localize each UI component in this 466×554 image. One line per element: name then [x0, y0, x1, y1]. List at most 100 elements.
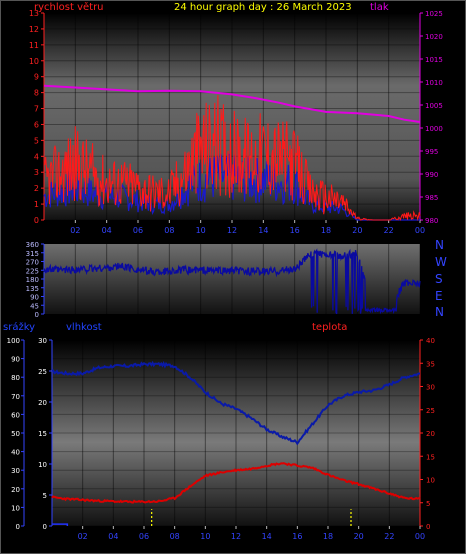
pressure-y-tick-label: 980	[425, 217, 438, 225]
wind-y-tick-label: 1	[34, 200, 39, 209]
wind-speed-line	[43, 95, 421, 222]
humidity-y-tick-label: 30	[38, 337, 47, 345]
temperature-y-tick-label: 25	[426, 407, 435, 415]
wind-y-tick-label: 2	[34, 184, 39, 193]
wind-x-tick-label: 00	[415, 226, 425, 235]
temperature-axis: 0 5 10 15 20 25 30 35 40	[419, 337, 435, 531]
wind-x-tick-label: 02	[70, 226, 80, 235]
rain-y-tick-label: 60	[11, 411, 20, 419]
temperature-y-tick-label: 40	[426, 337, 435, 345]
humidity-y-tick-label: 15	[38, 430, 47, 438]
temperature-y-tick-label: 15	[426, 453, 435, 461]
humidity-y-tick-label: 10	[38, 461, 47, 469]
wind-y-tick-label: 10	[29, 57, 39, 66]
temp-x-tick-label: 14	[262, 532, 272, 541]
pressure-y-tick-label: 1015	[425, 56, 443, 64]
temp-x-tick-label: 04	[108, 532, 118, 541]
rain-axis: 0 10 20 30 40 50 60 70 80 90 100	[7, 337, 25, 531]
humidity-y-tick-label: 0	[43, 523, 47, 531]
temp-x-tick-label: 00	[415, 532, 425, 541]
humidity-y-tick-label: 25	[38, 368, 47, 376]
wind-x-tick-label: 04	[102, 226, 112, 235]
wind-y-tick-label: 8	[34, 89, 39, 98]
temp-time-axis: 02 04 06 08 10 12 14 16 18 20 22 00	[78, 526, 425, 541]
temp-x-tick-label: 18	[323, 532, 333, 541]
wind-time-axis: 02 04 06 08 10 12 14 16 18 20 22 00	[70, 220, 425, 235]
wind-x-tick-label: 22	[384, 226, 394, 235]
rain-y-tick-label: 50	[11, 430, 20, 438]
rain-y-tick-label: 90	[11, 356, 20, 364]
temp-humidity-panel: 0 10 20 30 40 50 60 70 80 90 100 0 5 10 15 20 25 30 0 5 10…	[7, 337, 435, 541]
pressure-axis-title: tlak	[370, 2, 389, 13]
pressure-y-tick-label: 1000	[425, 125, 443, 133]
pressure-y-tick-label: 1010	[425, 79, 443, 87]
direction-letter-e: E	[435, 289, 443, 303]
wind-x-tick-label: 12	[227, 226, 237, 235]
temperature-axis-title: teplota	[312, 322, 347, 333]
direction-line	[43, 248, 421, 315]
temp-x-tick-label: 22	[384, 532, 394, 541]
rain-axis-title: srážky	[3, 321, 35, 333]
direction-y-tick-label: 135	[26, 285, 39, 293]
humidity-y-tick-label: 20	[38, 399, 47, 407]
wind-y-tick-label: 7	[34, 105, 39, 114]
wind-y-tick-label: 4	[34, 152, 39, 161]
pressure-line	[43, 84, 421, 123]
rain-y-tick-label: 10	[11, 504, 20, 512]
temperature-y-tick-label: 10	[426, 477, 435, 485]
direction-y-tick-label: 270	[26, 259, 39, 267]
direction-letter-w: W	[435, 255, 447, 269]
humidity-axis-title: vlhkost	[66, 322, 102, 333]
temp-x-tick-label: 10	[200, 532, 210, 541]
direction-y-tick-label: 225	[26, 267, 39, 275]
rain-y-tick-label: 40	[11, 449, 20, 457]
temp-x-tick-label: 06	[139, 532, 149, 541]
wind-y-tick-label: 5	[34, 136, 39, 145]
temp-x-tick-label: 20	[354, 532, 364, 541]
temperature-y-tick-label: 5	[426, 500, 430, 508]
direction-letter-n-bottom: N	[435, 305, 444, 319]
direction-y-tick-label: 180	[26, 276, 39, 284]
pressure-axis: 980 985 990 995 1000 1005 1010 1015 1020 1025	[419, 10, 443, 225]
direction-y-tick-label: 315	[26, 250, 39, 258]
temperature-y-tick-label: 20	[426, 430, 435, 438]
pressure-y-tick-label: 995	[425, 148, 438, 156]
wind-y-tick-label: 12	[29, 25, 39, 34]
direction-y-tick-label: 90	[30, 294, 39, 302]
rain-y-tick-label: 20	[11, 486, 20, 494]
wind-x-tick-label: 14	[258, 226, 268, 235]
rain-y-tick-label: 80	[11, 374, 20, 382]
wind-x-tick-label: 10	[196, 226, 206, 235]
humidity-line	[51, 360, 421, 446]
rain-line	[52, 523, 69, 526]
rain-y-tick-label: 30	[11, 467, 20, 475]
temperature-y-tick-label: 35	[426, 360, 435, 368]
chart-title: 24 hour graph day : 26 March 2023	[174, 2, 352, 13]
direction-letter-n-top: N	[435, 238, 444, 252]
wind-y-tick-label: 9	[34, 73, 39, 82]
temperature-y-tick-label: 30	[426, 384, 435, 392]
pressure-y-tick-label: 990	[425, 171, 438, 179]
pressure-y-tick-label: 1020	[425, 33, 443, 41]
wind-axis-title: rychlost větru	[34, 1, 104, 13]
direction-y-tick-label: 0	[35, 311, 39, 319]
wind-y-tick-label: 13	[29, 9, 39, 18]
humidity-y-tick-label: 5	[43, 492, 47, 500]
wind-x-tick-label: 18	[321, 226, 331, 235]
wind-y-tick-label: 6	[34, 120, 39, 129]
wind-x-tick-label: 06	[133, 226, 143, 235]
pressure-y-tick-label: 1005	[425, 102, 443, 110]
direction-y-tick-label: 360	[26, 241, 39, 249]
temp-humidity-plot-area	[52, 340, 420, 526]
temp-x-tick-label: 12	[231, 532, 241, 541]
rain-y-tick-label: 0	[16, 523, 20, 531]
temperature-y-tick-label: 0	[426, 523, 430, 531]
pressure-y-tick-label: 1025	[425, 10, 443, 18]
direction-letter-s: S	[435, 272, 443, 286]
wind-y-tick-label: 0	[34, 216, 39, 225]
temp-x-tick-label: 16	[292, 532, 302, 541]
